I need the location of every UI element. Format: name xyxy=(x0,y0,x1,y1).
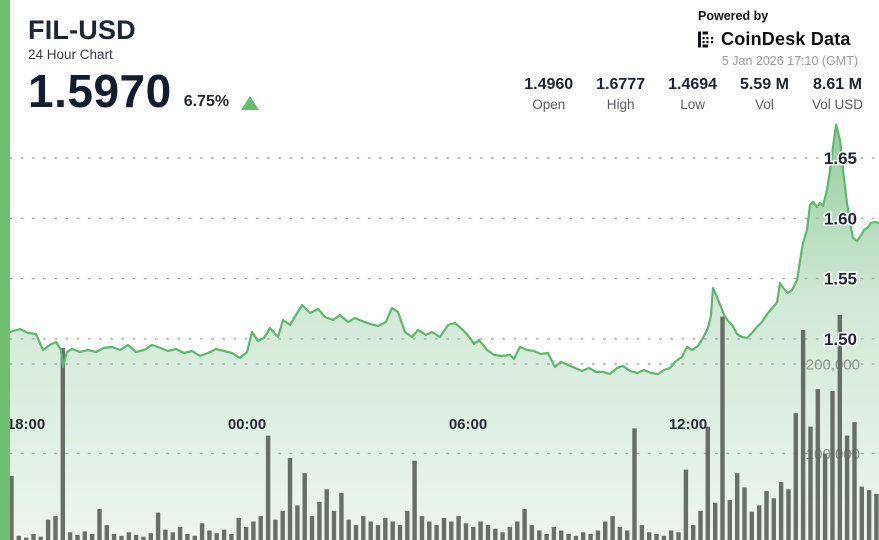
price-axis-labels: 1.65 1.60 1.55 1.50 xyxy=(822,148,858,351)
time-axis-labels: 18:00 00:00 06:00 12:00 xyxy=(7,416,707,433)
svg-text:1.50: 1.50 xyxy=(824,330,857,349)
svg-text:06:00: 06:00 xyxy=(449,416,487,433)
svg-text:1.55: 1.55 xyxy=(824,270,857,289)
price-area-fill xyxy=(10,124,879,540)
last-price: 1.5970 xyxy=(28,64,172,117)
stat-volume-usd-label: Vol USD xyxy=(811,97,863,112)
price-line xyxy=(8,123,879,376)
change-percent: 6.75% xyxy=(183,93,230,111)
stat-volume-label: Vol xyxy=(755,97,774,112)
brand-accent-bar xyxy=(0,0,10,540)
stat-open-value: 1.4960 xyxy=(524,76,574,93)
provider-block: Powered by CoinDesk Data 5 Jan 2026 17:1… xyxy=(698,9,858,68)
svg-text:1.60: 1.60 xyxy=(824,209,857,228)
provider-name: CoinDesk Data xyxy=(721,29,851,49)
svg-text:1.65: 1.65 xyxy=(824,149,857,168)
symbol-title: FIL-USD xyxy=(28,15,136,45)
chart-subtitle: 24 Hour Chart xyxy=(28,46,113,62)
stat-open: 1.4960 Open xyxy=(524,76,573,112)
powered-by-label: Powered by xyxy=(698,9,769,23)
svg-text:200,000: 200,000 xyxy=(806,357,860,374)
stat-low-label: Low xyxy=(680,97,705,112)
svg-text:12:00: 12:00 xyxy=(669,416,707,433)
provider-logo-row[interactable]: CoinDesk Data xyxy=(698,29,858,50)
coindesk-logo-icon xyxy=(698,31,714,48)
stats-row: 1.4960 Open 1.6777 High 1.4694 Low 5.59 … xyxy=(524,76,863,112)
stat-volume-usd-value: 8.61 M xyxy=(813,76,862,93)
stat-volume: 5.59 M Vol xyxy=(740,76,789,112)
up-triangle-icon xyxy=(241,96,260,111)
stat-volume-value: 5.59 M xyxy=(740,76,789,93)
price-row: 1.5970 6.75% xyxy=(28,64,260,117)
stat-high-value: 1.6777 xyxy=(596,76,646,93)
stat-open-label: Open xyxy=(532,97,566,112)
stat-low-value: 1.4694 xyxy=(668,76,718,93)
stat-volume-usd: 8.61 M Vol USD xyxy=(812,76,863,112)
stat-low: 1.4694 Low xyxy=(668,76,717,112)
stat-high: 1.6777 High xyxy=(596,76,645,112)
svg-text:00:00: 00:00 xyxy=(228,416,266,433)
chart-timestamp: 5 Jan 2026 17:10 (GMT) xyxy=(721,54,858,68)
chart-header: FIL-USD 24 Hour Chart 1.5970 6.75% xyxy=(28,15,260,117)
svg-text:18:00: 18:00 xyxy=(7,416,45,433)
volume-bars xyxy=(9,314,879,540)
stat-high-label: High xyxy=(606,97,635,112)
